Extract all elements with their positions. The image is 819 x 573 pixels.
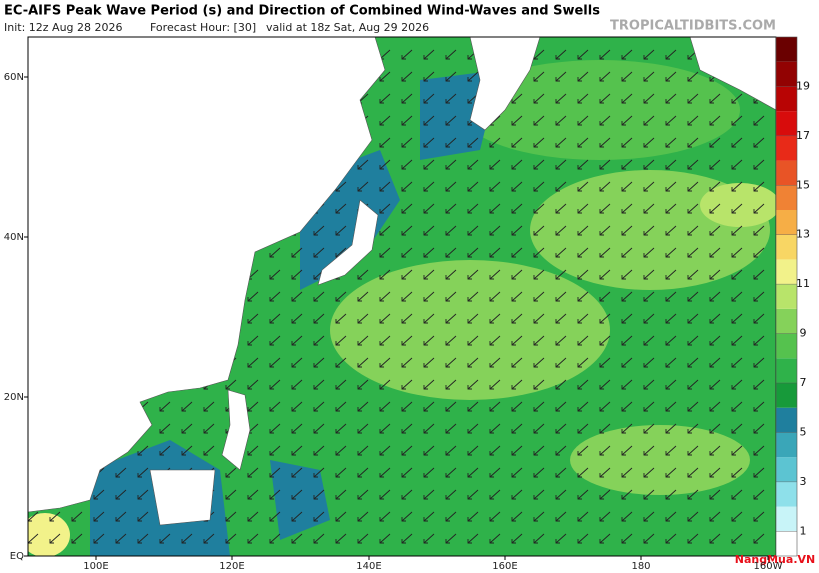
lon-label: 120E	[219, 561, 244, 572]
colorbar-swatch	[776, 210, 797, 235]
forecast-hour: Forecast Hour: [30]	[150, 21, 256, 34]
colorbar-swatch	[776, 284, 797, 309]
colorbar-label: 7	[800, 376, 807, 389]
lon-label: 140E	[356, 561, 381, 572]
colorbar-frame	[775, 36, 798, 557]
colorbar-swatch	[776, 308, 797, 334]
colorbar-swatch	[776, 61, 797, 87]
colorbar-swatch	[776, 383, 797, 408]
colorbar-swatch	[776, 531, 797, 556]
colorbar-swatch	[776, 160, 797, 186]
colorbar-swatch	[776, 457, 797, 482]
lat-label: 60N	[4, 72, 24, 83]
colorbar-swatch	[776, 185, 797, 210]
colorbar-label: 19	[796, 79, 810, 92]
colorbar-swatch	[776, 506, 797, 532]
colorbar-swatch	[776, 111, 797, 136]
colorbar-swatch	[776, 86, 797, 112]
colorbar-swatch	[776, 37, 797, 62]
lon-label: 180	[631, 561, 650, 572]
colorbar-label: 15	[796, 178, 810, 191]
valid-time: valid at 18z Sat, Aug 29 2026	[266, 21, 429, 34]
colorbar-label: 9	[800, 327, 807, 340]
land-japan	[317, 199, 379, 286]
colorbar-swatch	[776, 259, 797, 285]
lat-label: EQ	[10, 551, 24, 562]
land-philippines	[221, 389, 251, 471]
lon-label: 100E	[83, 561, 108, 572]
colorbar-label: 11	[796, 277, 810, 290]
colorbar-swatch	[776, 407, 797, 433]
lat-label: 20N	[4, 392, 24, 403]
lat-label: 40N	[4, 232, 24, 243]
colorbar-swatch	[776, 358, 797, 383]
colorbar-swatch	[776, 333, 797, 359]
colorbar-label: 3	[800, 475, 807, 488]
colorbar-label: 13	[796, 228, 810, 241]
colorbar-swatch	[776, 432, 797, 458]
colorbar-label: 1	[800, 524, 807, 537]
title: EC-AIFS Peak Wave Period (s) and Directi…	[4, 4, 600, 19]
wave-field	[28, 37, 776, 556]
colorbar-swatch	[776, 234, 797, 260]
lon-label: 160W	[754, 561, 783, 572]
colorbar-swatch	[776, 481, 797, 507]
colorbar-label: 5	[800, 425, 807, 438]
colorbar-label: 17	[796, 129, 810, 142]
land-alaska	[689, 37, 776, 111]
land-borneo	[149, 469, 216, 526]
land-asia	[28, 37, 386, 513]
source: TROPICALTIDBITS.COM	[610, 19, 776, 34]
init-time: Init: 12z Aug 28 2026	[4, 21, 123, 34]
lon-label: 160E	[492, 561, 517, 572]
land-kamchatka	[469, 37, 541, 131]
colorbar-swatch	[776, 135, 797, 161]
